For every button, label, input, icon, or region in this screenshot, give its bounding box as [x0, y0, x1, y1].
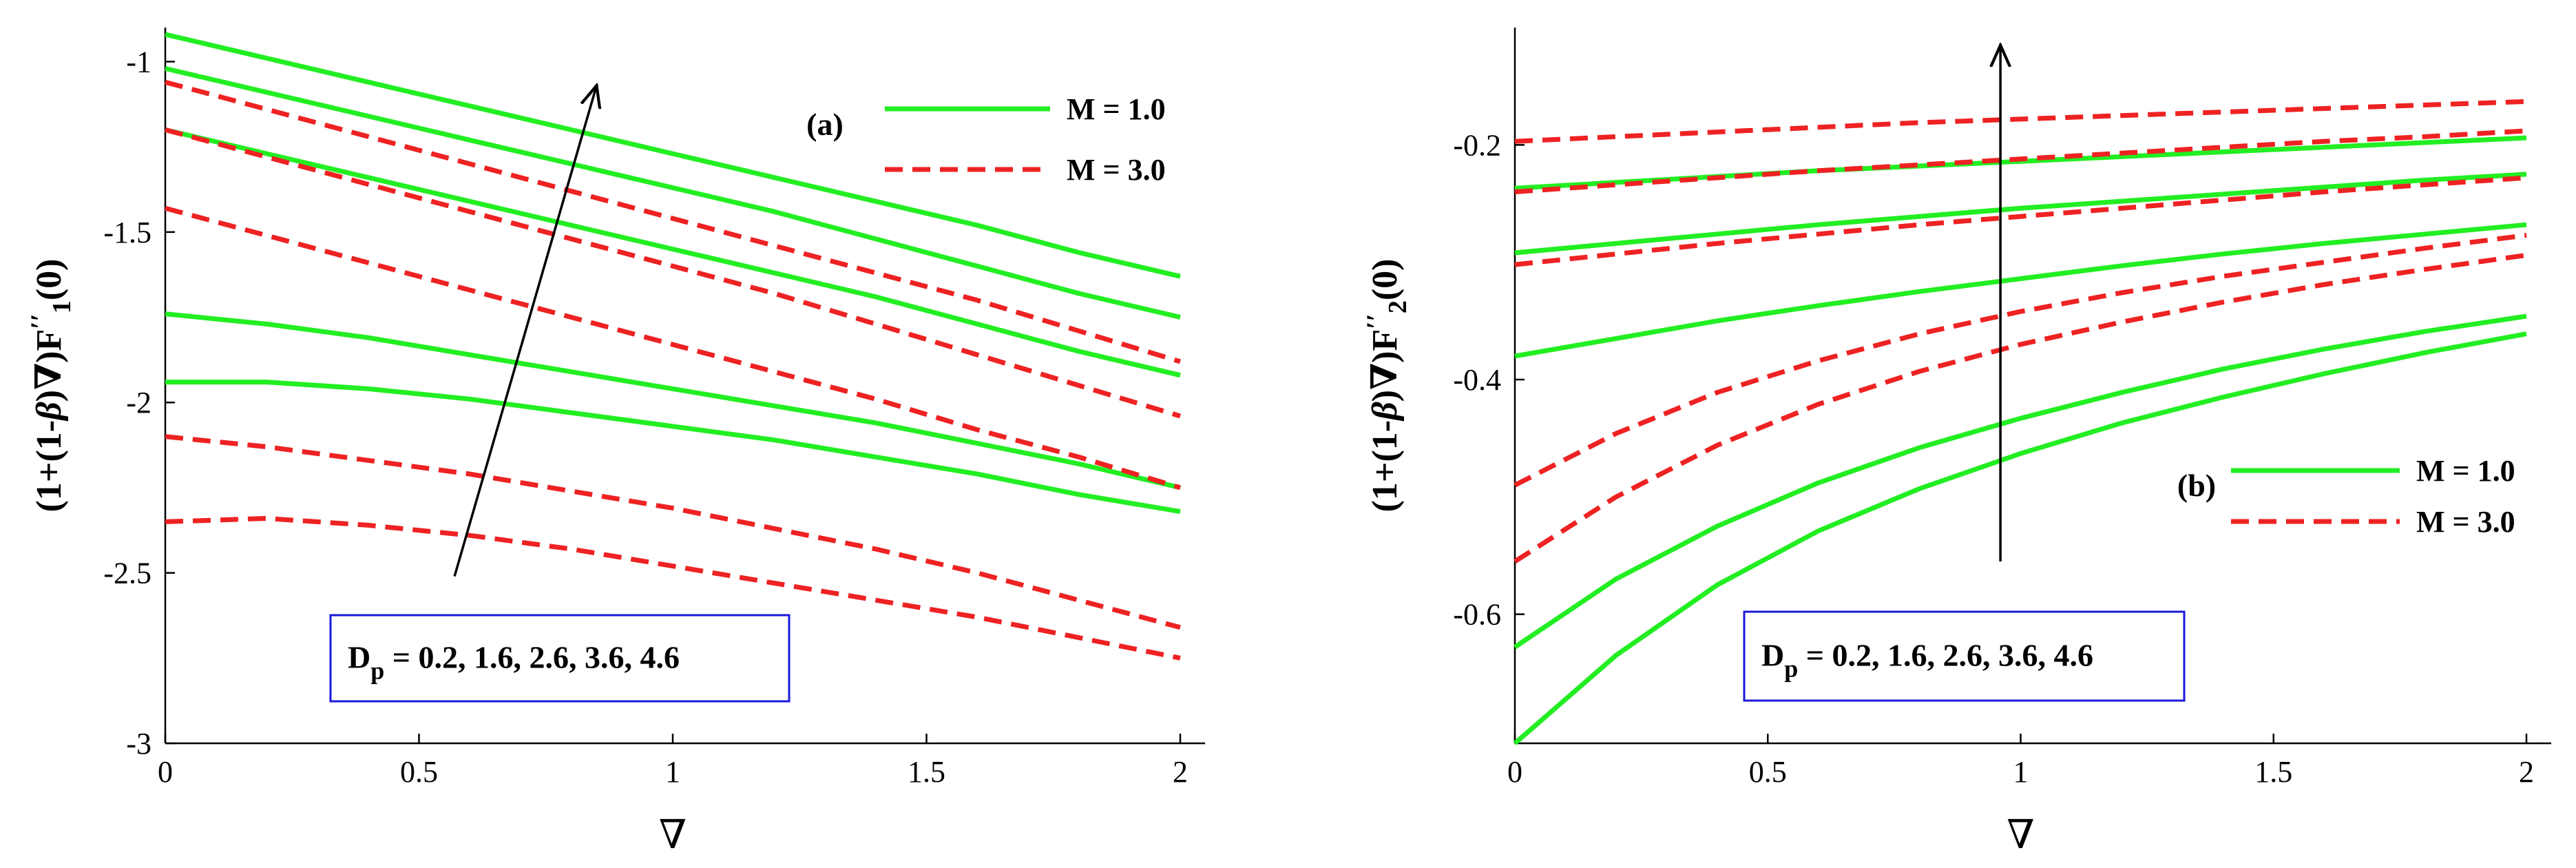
legend: M = 1.0 M = 3.0 [2231, 454, 2515, 539]
series-line-m3-7 [1514, 175, 2527, 267]
y-tick-label: -0.6 [1453, 598, 1501, 632]
annotation-values: = 0.2, 1.6, 2.6, 3.6, 4.6 [384, 640, 680, 675]
series-line-m1-3 [1514, 313, 2527, 650]
series-line-m1-1 [1514, 172, 2527, 256]
x-tick-label: 0 [158, 755, 173, 789]
annotation-box [1743, 610, 2186, 702]
series-line-m3-7 [165, 205, 1182, 490]
x-tick-label: 0 [1507, 755, 1522, 789]
series-line-m1-1 [165, 65, 1181, 320]
y-tick-label: -2.5 [103, 557, 151, 590]
annotation-text: Dp = 0.2, 1.6, 2.6, 3.6, 4.6 [348, 640, 680, 685]
x-tick-label: 2 [2519, 755, 2534, 789]
chart-panel-b: 0 0.5 1 1.5 2 -0.6 -0.4 -0.2 (b) M = 1.0 M = 3.0 Dp… [1361, 28, 2551, 857]
y-axis-title: (1+(1-β)∇)F′′1(0) [25, 259, 76, 513]
y-tick-label: -1 [126, 45, 151, 79]
series-line-m3-5 [1514, 99, 2527, 144]
legend: M = 1.0 M = 3.0 [885, 92, 1166, 187]
x-tick-label: 2 [1173, 755, 1188, 789]
annotation-prefix: D [1761, 638, 1784, 673]
x-axis-title: ∇ [659, 812, 687, 857]
series-line-m1-2 [1514, 222, 2527, 359]
y-title-prime: ′′ [1361, 313, 1392, 329]
x-tick-label: 0.5 [400, 755, 438, 789]
series-line-m1-0 [165, 32, 1181, 279]
series-line-m1-4 [1513, 331, 2527, 745]
y-title-pre: (1+(1- [1365, 420, 1405, 513]
y-title-mid: )∇)F [1365, 329, 1405, 402]
y-title-post: (0) [1365, 259, 1405, 301]
legend-label-0: M = 1.0 [2416, 454, 2515, 488]
y-title-subscript: 1 [48, 300, 76, 313]
series-line-m1-4 [165, 380, 1181, 515]
annotation-subscript: p [370, 657, 384, 685]
series-line-m3-8 [165, 434, 1181, 630]
series-line-m3-9 [165, 516, 1181, 661]
y-title-beta: β [1365, 402, 1405, 422]
x-tick-label: 1.5 [908, 755, 945, 789]
y-tick-label: -3 [126, 727, 151, 761]
y-tick-label: -1.5 [103, 216, 151, 249]
y-title-prime: ′′ [25, 313, 56, 329]
y-title-subscript: 2 [1383, 300, 1412, 313]
y-title-mid: )∇)F [30, 329, 69, 402]
y-title-pre: (1+(1- [30, 420, 69, 513]
annotation-text: Dp = 0.2, 1.6, 2.6, 3.6, 4.6 [1761, 638, 2093, 683]
panel-label: (a) [806, 107, 844, 142]
x-axis-title: ∇ [2007, 812, 2035, 857]
series-line-m3-8 [1514, 233, 2527, 488]
series-line-m3-9 [1514, 252, 2527, 564]
y-tick-label: -0.2 [1453, 128, 1501, 162]
x-tick-label: 1.5 [2254, 755, 2292, 789]
x-tick-label: 1 [2013, 755, 2029, 789]
arrow-direction [453, 85, 596, 577]
y-title-post: (0) [30, 259, 69, 301]
y-tick-label: -0.4 [1453, 363, 1501, 397]
panel-label: (b) [2177, 468, 2216, 503]
y-axis-title: (1+(1-β)∇)F′′2(0) [1361, 259, 1412, 513]
series-line-m3-5 [165, 79, 1182, 364]
annotation-box [329, 614, 790, 703]
chart-panel-a: 0 0.5 1 1.5 2 -3 -2.5 -2 -1.5 -1 (a) M = 1.0 M = 3.0… [25, 28, 1205, 857]
x-tick-label: 0.5 [1749, 755, 1787, 789]
legend-label-1: M = 3.0 [1067, 153, 1166, 187]
legend-label-0: M = 1.0 [1067, 92, 1166, 126]
series-line-m3-6 [1514, 128, 2527, 194]
y-title-beta: β [30, 402, 69, 422]
annotation-values: = 0.2, 1.6, 2.6, 3.6, 4.6 [1798, 638, 2093, 673]
series-line-m1-2 [165, 127, 1181, 378]
x-tick-label: 1 [665, 755, 680, 789]
legend-label-1: M = 3.0 [2416, 505, 2515, 539]
annotation-prefix: D [348, 640, 370, 675]
annotation-subscript: p [1784, 655, 1798, 683]
series-line-m1-3 [165, 311, 1181, 490]
y-tick-label: -2 [126, 386, 151, 420]
series-line-m3-6 [165, 127, 1182, 419]
